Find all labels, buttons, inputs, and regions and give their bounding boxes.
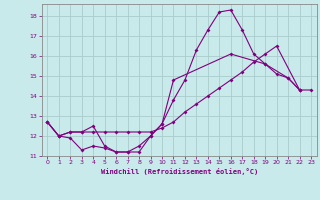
X-axis label: Windchill (Refroidissement éolien,°C): Windchill (Refroidissement éolien,°C) [100, 168, 258, 175]
